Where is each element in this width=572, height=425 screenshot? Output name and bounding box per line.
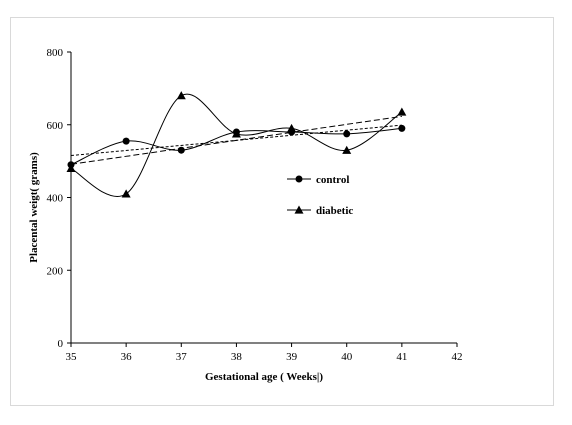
x-tick-label: 42 — [452, 351, 463, 363]
tick-labels: 35 36 37 38 39 40 41 42 0 200 400 600 800 — [47, 47, 463, 363]
y-axis-title: Placental weigt( grams) — [28, 152, 40, 263]
point-control — [122, 137, 130, 145]
legend-diabetic-label: diabetic — [316, 205, 353, 217]
y-tick-label: 800 — [47, 47, 64, 59]
series — [70, 93, 403, 197]
x-tick-label: 38 — [231, 351, 243, 363]
point-control — [177, 146, 185, 154]
trendline-diabetic — [70, 115, 402, 165]
legend-control-label: control — [316, 174, 349, 186]
x-tick-label: 41 — [396, 351, 407, 363]
point-diabetic — [342, 145, 352, 154]
x-tick-label: 37 — [176, 351, 188, 363]
point-diabetic — [121, 189, 131, 198]
y-tick-label: 0 — [58, 338, 64, 350]
y-tick-label: 600 — [47, 120, 64, 132]
legend-item-control: control — [287, 174, 349, 186]
x-tick-label: 39 — [286, 351, 298, 363]
x-tick-label: 36 — [121, 351, 133, 363]
legend: control diabetic — [287, 174, 353, 217]
chart-frame — [10, 17, 554, 406]
x-tick-label: 40 — [341, 351, 353, 363]
legend-diabetic-marker — [294, 205, 304, 214]
legend-item-diabetic: diabetic — [287, 205, 353, 217]
point-diabetic — [66, 163, 76, 172]
point-diabetic — [397, 107, 407, 116]
markers — [66, 91, 407, 198]
point-diabetic — [231, 129, 241, 138]
x-tick-label: 35 — [66, 351, 78, 363]
point-diabetic — [176, 91, 186, 100]
point-control — [343, 130, 351, 138]
y-tick-label: 400 — [47, 193, 64, 205]
axes — [67, 51, 458, 347]
point-control — [398, 124, 406, 132]
y-tick-label: 200 — [47, 265, 64, 277]
series-line-diabetic — [70, 93, 403, 197]
x-axis-title: Gestational age ( Weeks|) — [205, 371, 323, 383]
legend-control-marker — [295, 175, 303, 183]
point-diabetic — [287, 123, 297, 132]
trendlines — [70, 115, 402, 165]
